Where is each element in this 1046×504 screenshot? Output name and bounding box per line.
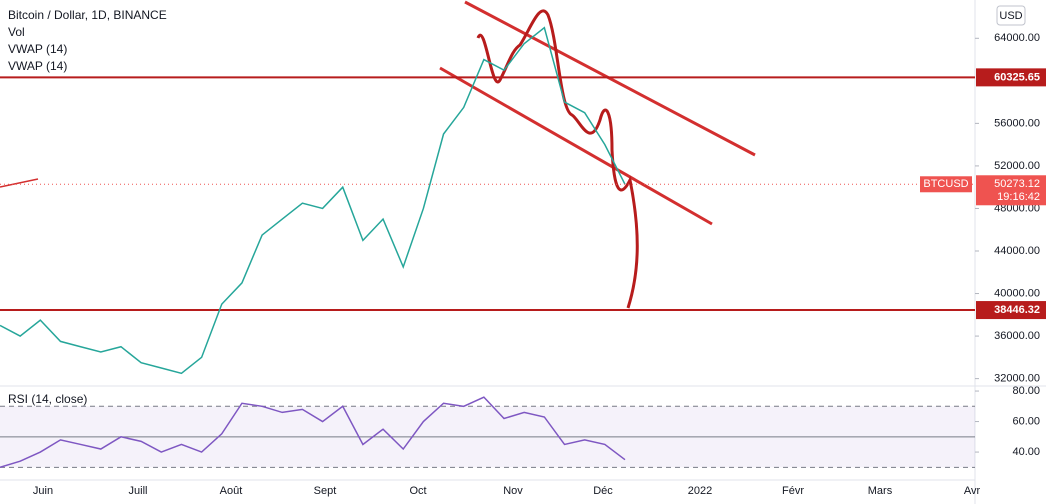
x-tick-label: Août <box>220 485 243 497</box>
x-tick-label: Avr <box>964 485 981 497</box>
x-tick-label: Juill <box>129 485 148 497</box>
x-tick-label: Févr <box>782 485 804 497</box>
price-label: 50273.12 <box>994 178 1040 190</box>
symbol-tag <box>920 176 972 193</box>
y-tick-label: 80.00 <box>1012 385 1040 397</box>
currency[interactable]: USD <box>999 10 1022 22</box>
chart-title: Bitcoin / Dollar, 1D, BINANCE <box>8 8 167 22</box>
y-tick-label: 36000.00 <box>994 330 1040 342</box>
price-line <box>0 26 626 375</box>
x-tick-label: Juin <box>33 485 53 497</box>
x-tick-label: Sept <box>314 485 337 497</box>
x-tick-label: Oct <box>409 485 426 497</box>
price-tag <box>976 175 1046 206</box>
price-line <box>0 396 626 469</box>
y-tick-label: 60.00 <box>1012 415 1040 427</box>
level-label: 38446.32 <box>994 304 1040 316</box>
y-tick-label: 32000.00 <box>994 373 1040 385</box>
y-tick-label: 48000.00 <box>994 202 1040 214</box>
level-tag <box>976 68 1046 87</box>
x-tick-label: 2022 <box>688 485 712 497</box>
indicator: Vol <box>8 25 25 39</box>
symbol-label: BTCUSD <box>923 178 968 190</box>
x-tick-label: Mars <box>868 485 893 497</box>
y-tick-label: 64000.00 <box>994 32 1040 44</box>
indicator: VWAP (14) <box>8 42 67 56</box>
y-tick-label: 52000.00 <box>994 160 1040 172</box>
y-tick-label: 44000.00 <box>994 245 1040 257</box>
countdown: 19:16:42 <box>997 191 1040 203</box>
level-tag <box>976 301 1046 320</box>
x-tick-label: Nov <box>503 485 523 497</box>
rsi-title: RSI (14, close) <box>8 392 87 406</box>
level-label: 60325.65 <box>994 71 1040 83</box>
y-tick-label: 56000.00 <box>994 117 1040 129</box>
indicator: VWAP (14) <box>8 59 67 73</box>
currency-button[interactable] <box>996 5 1026 26</box>
y-tick-label: 40000.00 <box>994 287 1040 299</box>
y-tick-label: 40.00 <box>1012 446 1040 458</box>
x-tick-label: Déc <box>593 485 613 497</box>
